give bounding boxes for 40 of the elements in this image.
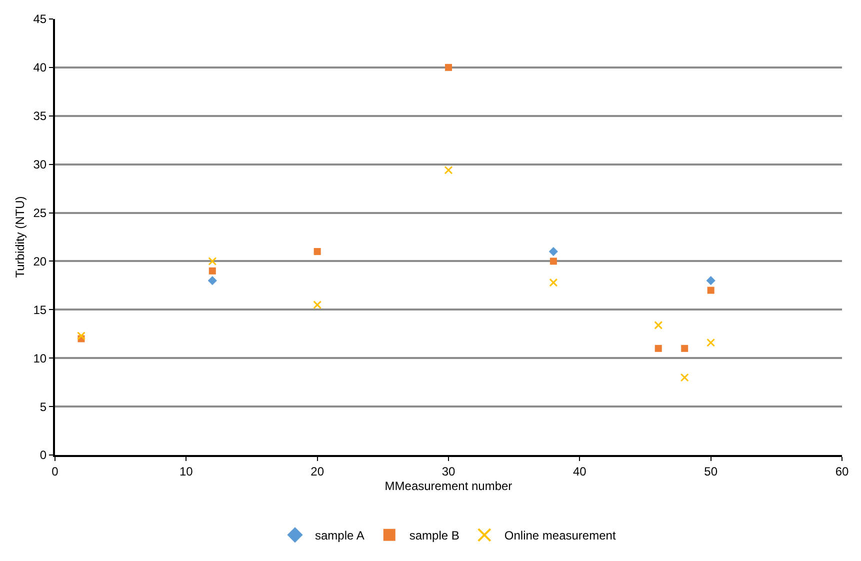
legend-label: sample B: [409, 528, 460, 543]
y-tick-label: 5: [40, 400, 47, 414]
y-tick-label: 40: [33, 60, 47, 75]
point: [654, 320, 663, 330]
y-tick-label: 25: [33, 206, 47, 220]
point: [313, 300, 322, 310]
legend-label: sample A: [315, 528, 364, 543]
point: [76, 332, 86, 340]
point: [707, 286, 714, 294]
point: [445, 64, 452, 71]
point: [550, 258, 557, 265]
point: [208, 267, 216, 274]
point: [208, 256, 217, 266]
x-tick-label: 60: [835, 464, 849, 478]
point: [681, 344, 688, 352]
y-tick-label: 0: [40, 448, 47, 462]
legend-label: Online measurement: [504, 528, 616, 543]
point: [706, 338, 716, 347]
point: [654, 344, 662, 352]
x-tick-label: 40: [572, 464, 587, 478]
x-tick-label: 50: [704, 464, 718, 478]
x-tick-label: 10: [179, 464, 194, 478]
point: [208, 276, 217, 286]
y-tick-label: 35: [33, 109, 47, 124]
y-tick-label: 20: [33, 254, 47, 268]
y-tick-label: 15: [33, 302, 47, 317]
x-tick-label: 30: [442, 464, 456, 478]
x-tick-label: 0: [52, 464, 59, 478]
x-axis-title: MMeasurement number: [384, 478, 512, 493]
y-tick-label: 10: [33, 351, 47, 366]
y-tick-label: 45: [33, 12, 47, 26]
point: [548, 246, 558, 256]
point: [706, 276, 716, 286]
point: [444, 166, 453, 174]
y-axis-title: Turbidity (NTU): [13, 196, 28, 278]
point: [314, 248, 321, 256]
point: [680, 373, 689, 382]
x-tick-label: 20: [310, 464, 324, 478]
point: [549, 278, 558, 287]
y-tick-label: 30: [33, 158, 47, 172]
